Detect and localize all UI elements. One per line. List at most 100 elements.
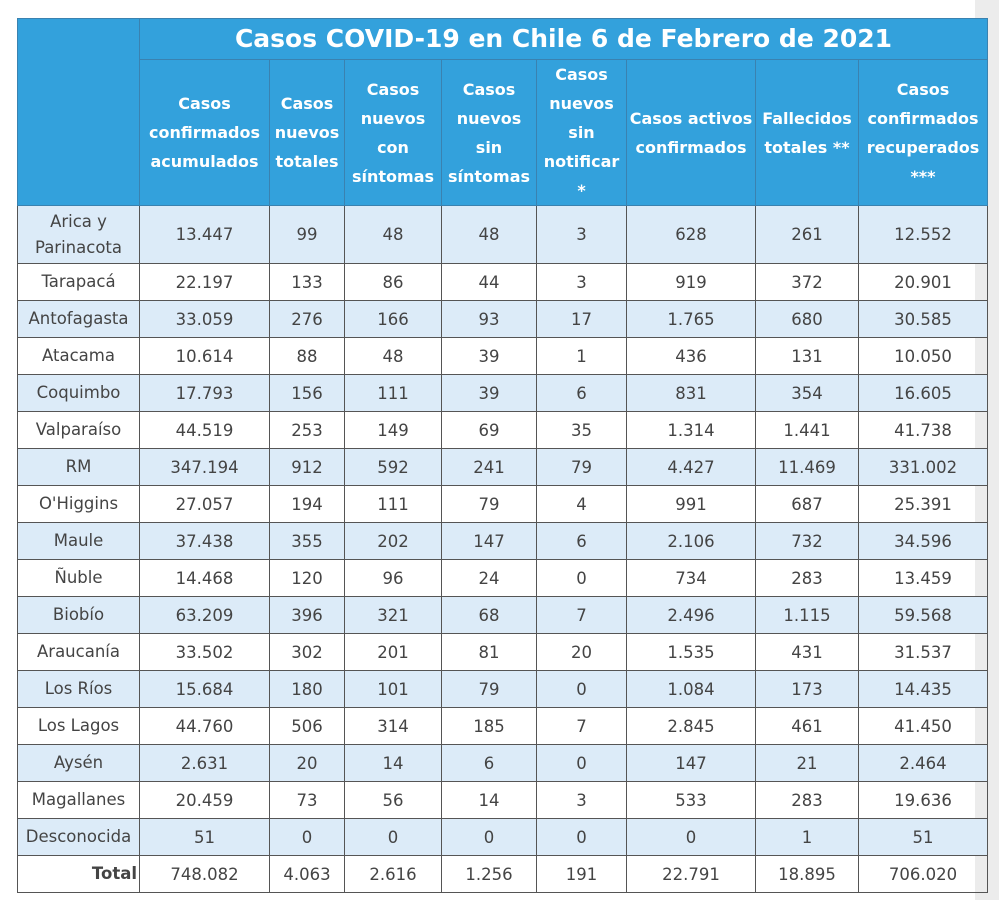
value-cell: 39 [441, 337, 537, 375]
value-cell: 96 [344, 559, 442, 597]
value-cell: 734 [626, 559, 756, 597]
value-cell: 991 [626, 485, 756, 523]
value-cell: 13.447 [139, 205, 270, 264]
table-title: Casos COVID-19 en Chile 6 de Febrero de … [139, 18, 988, 60]
value-cell: 33.059 [139, 300, 270, 338]
value-cell: 79 [536, 448, 627, 486]
column-header: Casos nuevos con síntomas [344, 59, 442, 206]
value-cell: 1 [755, 818, 859, 856]
region-cell: Araucanía [17, 633, 140, 671]
table-row: Maule 37.438 355 202 147 6 2.106 732 34.596 [17, 522, 988, 560]
table-row: Valparaíso 44.519 253 149 69 35 1.314 1.441 41.7… [17, 411, 988, 449]
value-cell: 131 [755, 337, 859, 375]
value-cell: 1.314 [626, 411, 756, 449]
value-cell: 628 [626, 205, 756, 264]
region-cell: Los Lagos [17, 707, 140, 745]
value-cell: 261 [755, 205, 859, 264]
table-row: Biobío 63.209 396 321 68 7 2.496 1.115 59.568 [17, 596, 988, 634]
value-cell: 2.106 [626, 522, 756, 560]
value-cell: 88 [269, 337, 345, 375]
table-row: Magallanes 20.459 73 56 14 3 533 283 19.636 [17, 781, 988, 819]
value-cell: 321 [344, 596, 442, 634]
value-cell: 1.084 [626, 670, 756, 708]
value-cell: 34.596 [858, 522, 988, 560]
table-row: Atacama 10.614 88 48 39 1 436 131 10.050 [17, 337, 988, 375]
value-cell: 101 [344, 670, 442, 708]
value-cell: 68 [441, 596, 537, 634]
region-cell: Atacama [17, 337, 140, 375]
table-row: Araucanía 33.502 302 201 81 20 1.535 431 31.537 [17, 633, 988, 671]
value-cell: 173 [755, 670, 859, 708]
value-cell: 20 [269, 744, 345, 782]
column-header: Casos nuevos totales [269, 59, 345, 206]
value-cell: 533 [626, 781, 756, 819]
table-row: Antofagasta 33.059 276 166 93 17 1.765 680 30.58… [17, 300, 988, 338]
value-cell: 44.519 [139, 411, 270, 449]
table-row: Los Lagos 44.760 506 314 185 7 2.845 461 41.450 [17, 707, 988, 745]
value-cell: 20 [536, 633, 627, 671]
covid-cases-table: Casos COVID-19 en Chile 6 de Febrero de … [17, 18, 988, 893]
value-cell: 133 [269, 263, 345, 301]
value-cell: 22.791 [626, 855, 756, 893]
value-cell: 1.256 [441, 855, 537, 893]
value-cell: 79 [441, 485, 537, 523]
total-row: Total 748.082 4.063 2.616 1.256 191 22.791 18.8… [17, 855, 988, 893]
value-cell: 19.636 [858, 781, 988, 819]
table-row: RM 347.194 912 592 241 79 4.427 11.469 331.002 [17, 448, 988, 486]
value-cell: 93 [441, 300, 537, 338]
value-cell: 0 [536, 818, 627, 856]
value-cell: 1.765 [626, 300, 756, 338]
value-cell: 748.082 [139, 855, 270, 893]
value-cell: 331.002 [858, 448, 988, 486]
value-cell: 4.063 [269, 855, 345, 893]
value-cell: 0 [441, 818, 537, 856]
value-cell: 147 [626, 744, 756, 782]
value-cell: 15.684 [139, 670, 270, 708]
region-cell: Desconocida [17, 818, 140, 856]
value-cell: 73 [269, 781, 345, 819]
region-cell: Ñuble [17, 559, 140, 597]
value-cell: 10.614 [139, 337, 270, 375]
region-cell: Maule [17, 522, 140, 560]
value-cell: 44 [441, 263, 537, 301]
value-cell: 0 [344, 818, 442, 856]
table-row: Tarapacá 22.197 133 86 44 3 919 372 20.901 [17, 263, 988, 301]
value-cell: 35 [536, 411, 627, 449]
value-cell: 27.057 [139, 485, 270, 523]
value-cell: 69 [441, 411, 537, 449]
value-cell: 314 [344, 707, 442, 745]
value-cell: 7 [536, 596, 627, 634]
value-cell: 831 [626, 374, 756, 412]
value-cell: 48 [344, 205, 442, 264]
column-header: Casos confirmados recuperados *** [858, 59, 988, 206]
value-cell: 592 [344, 448, 442, 486]
value-cell: 1.441 [755, 411, 859, 449]
region-cell: Aysén [17, 744, 140, 782]
value-cell: 201 [344, 633, 442, 671]
value-cell: 12.552 [858, 205, 988, 264]
value-cell: 461 [755, 707, 859, 745]
value-cell: 10.050 [858, 337, 988, 375]
value-cell: 21 [755, 744, 859, 782]
region-cell: Tarapacá [17, 263, 140, 301]
table-row: Aysén 2.631 20 14 6 0 147 21 2.464 [17, 744, 988, 782]
value-cell: 191 [536, 855, 627, 893]
column-header: Casos nuevos sin síntomas [441, 59, 537, 206]
value-cell: 99 [269, 205, 345, 264]
value-cell: 185 [441, 707, 537, 745]
column-header: Casos confirmados acumulados [139, 59, 270, 206]
value-cell: 6 [536, 374, 627, 412]
region-cell: Magallanes [17, 781, 140, 819]
value-cell: 506 [269, 707, 345, 745]
value-cell: 283 [755, 559, 859, 597]
region-header-cell [17, 18, 140, 206]
value-cell: 2.464 [858, 744, 988, 782]
value-cell: 18.895 [755, 855, 859, 893]
value-cell: 20.901 [858, 263, 988, 301]
value-cell: 41.738 [858, 411, 988, 449]
value-cell: 86 [344, 263, 442, 301]
value-cell: 25.391 [858, 485, 988, 523]
value-cell: 372 [755, 263, 859, 301]
table-row: Los Ríos 15.684 180 101 79 0 1.084 173 14.435 [17, 670, 988, 708]
value-cell: 241 [441, 448, 537, 486]
